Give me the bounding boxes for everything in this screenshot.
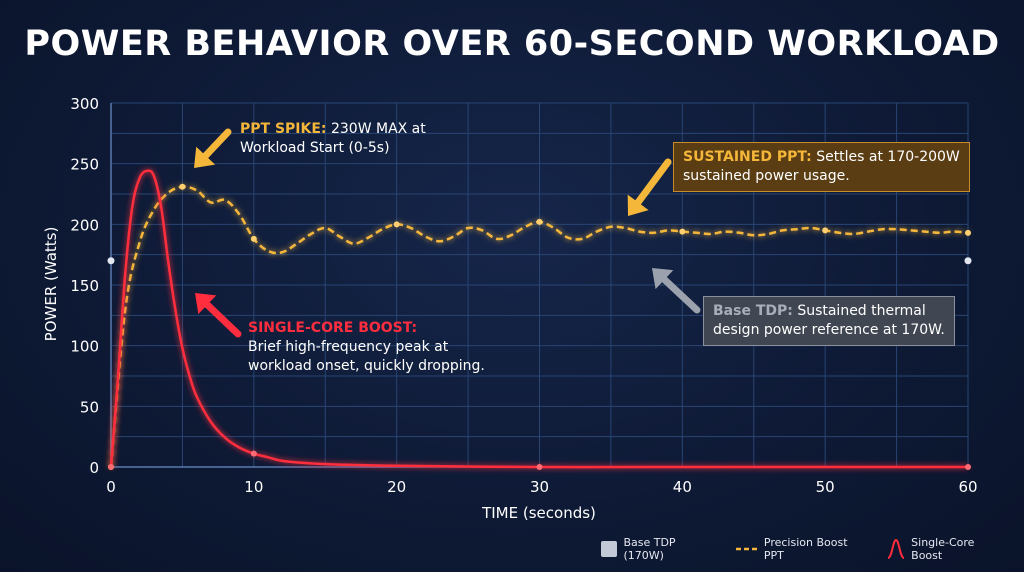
y-axis-label: POWER (Watts) — [42, 227, 60, 342]
arrow-single-core-head — [195, 293, 217, 315]
peak-line-icon — [887, 538, 905, 559]
x-tick-label: 50 — [816, 478, 835, 496]
callout-ppt-spike-text-1: 230W MAX at — [330, 121, 426, 137]
series-single-core-point — [965, 464, 971, 470]
x-tick-label: 60 — [958, 478, 977, 496]
y-tick-label: 250 — [70, 156, 99, 174]
x-tick-label: 30 — [530, 478, 549, 496]
series-ppt-point — [393, 221, 400, 228]
arrow-ppt-spike — [202, 128, 232, 160]
callout-ppt-spike-text-2: Workload Start (0-5s) — [240, 140, 390, 156]
callout-single-core: SINGLE-CORE BOOST: Brief high-frequency … — [248, 319, 485, 376]
x-tick-label: 10 — [244, 478, 263, 496]
legend: Base TDP (170W) Precision Boost PPT Sing… — [600, 536, 1024, 562]
callout-base-tdp-box: Base TDP: Sustained thermal design power… — [703, 296, 955, 346]
series-ppt-point — [822, 227, 829, 234]
series-single-core-point — [108, 464, 114, 470]
y-tick-label: 200 — [70, 216, 99, 234]
arrow-single-core — [203, 301, 242, 338]
series-single-core-line — [109, 169, 968, 469]
legend-label-ppt: Precision Boost PPT — [763, 536, 848, 562]
series-ppt-point — [250, 235, 257, 242]
series-ppt-point — [536, 218, 543, 225]
gray-square-icon — [601, 541, 617, 557]
y-tick-label: 50 — [80, 398, 99, 416]
callout-base-tdp-text-2: design power reference at 170W. — [713, 322, 945, 338]
arrow-base-tdp — [660, 276, 701, 314]
legend-item-base-tdp: Base TDP (170W) — [600, 536, 717, 562]
arrow-sustained — [634, 158, 672, 206]
legend-label-single-core: Single-Core Boost — [911, 536, 975, 562]
x-tick-label: 0 — [106, 478, 116, 496]
callout-base-tdp-heading: Base TDP: — [713, 303, 793, 319]
chart-title: POWER BEHAVIOR OVER 60-SECOND WORKLOAD — [24, 24, 1000, 64]
x-tick-label: 40 — [673, 478, 692, 496]
arrow-ppt-spike-head — [194, 146, 216, 168]
x-axis-label: TIME (seconds) — [481, 504, 596, 522]
y-tick-label: 0 — [89, 459, 99, 477]
series-ppt-point — [679, 228, 686, 235]
series-base-tdp-point — [964, 257, 972, 265]
x-tick-label: 20 — [387, 478, 406, 496]
callout-sustained-text-1: Settles at 170-200W — [816, 149, 960, 165]
callout-sustained-heading: SUSTAINED PPT: — [683, 149, 812, 165]
callout-single-core-text-1: Brief high-frequency peak at — [248, 339, 449, 355]
legend-item-ppt: Precision Boost PPT — [735, 536, 868, 562]
callout-single-core-heading: SINGLE-CORE BOOST: — [248, 320, 418, 336]
series-single-core-point — [250, 450, 257, 457]
arrow-base-tdp-head — [652, 268, 674, 290]
legend-label-base-tdp: Base TDP (170W) — [623, 536, 676, 562]
callout-sustained-box: SUSTAINED PPT: Settles at 170-200W susta… — [673, 142, 970, 192]
series-base-tdp-point — [107, 257, 115, 265]
callout-sustained-text-2: sustained power usage. — [683, 168, 850, 184]
series-single-core-point — [536, 464, 543, 470]
dashed-line-icon — [735, 547, 758, 551]
y-tick-label: 300 — [70, 95, 99, 113]
series-ppt-point — [179, 183, 186, 190]
callout-single-core-text-2: workload onset, quickly dropping. — [248, 358, 485, 374]
callout-base-tdp-text-1: Sustained thermal — [797, 303, 926, 319]
y-tick-label: 150 — [70, 277, 99, 295]
legend-item-single-core: Single-Core Boost — [886, 536, 1006, 562]
y-tick-label: 100 — [70, 338, 99, 356]
arrow-sustained-head — [627, 194, 649, 216]
callout-ppt-spike: PPT SPIKE: 230W MAX at Workload Start (0… — [240, 120, 426, 158]
callout-ppt-spike-heading: PPT SPIKE: — [240, 121, 327, 137]
series-ppt-point — [965, 229, 971, 236]
